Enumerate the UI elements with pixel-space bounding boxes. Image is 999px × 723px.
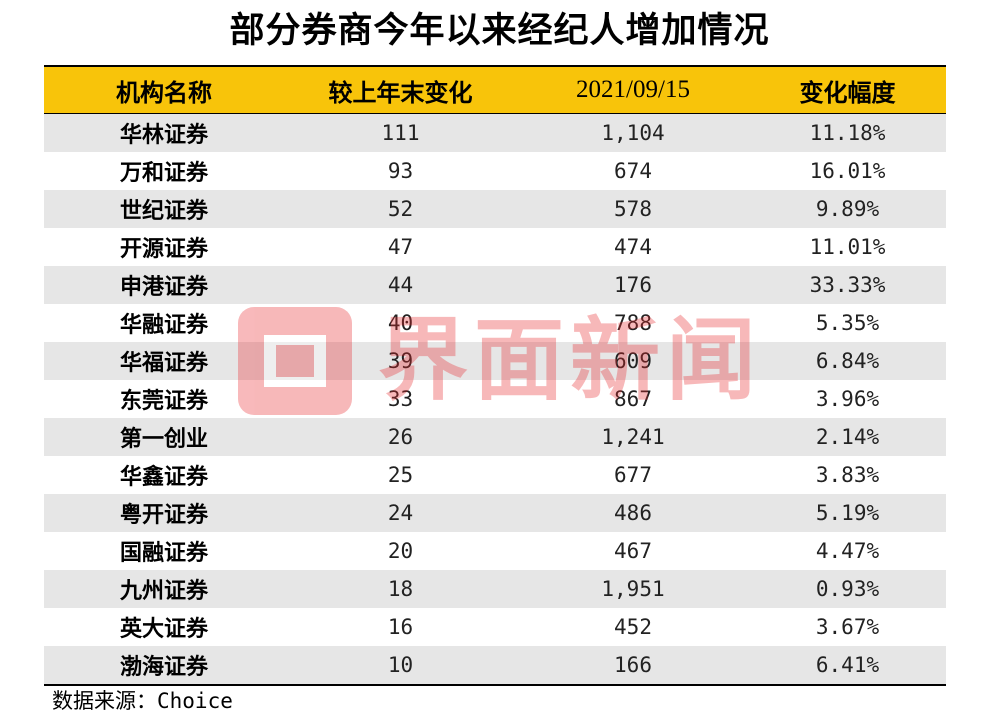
cell-count: 474 xyxy=(614,235,652,259)
cell-pct: 33.33% xyxy=(809,273,886,297)
cell-count: 788 xyxy=(614,311,652,335)
cell-change: 33 xyxy=(387,387,414,411)
table-row: 英大证券 16 452 3.67% xyxy=(44,608,946,646)
cell-institution: 粤开证券 xyxy=(119,503,208,528)
cell-count: 609 xyxy=(614,349,652,373)
header-change: 较上年末变化 xyxy=(328,78,473,107)
header-pct: 变化幅度 xyxy=(799,78,896,107)
cell-count: 452 xyxy=(614,615,652,639)
cell-institution: 华融证券 xyxy=(119,313,208,338)
cell-pct: 2.14% xyxy=(815,425,880,449)
cell-pct: 9.89% xyxy=(815,197,880,221)
table-row: 华福证券 39 609 6.84% xyxy=(44,342,946,380)
header-date: 2021/09/15 xyxy=(576,76,690,103)
cell-institution: 第一创业 xyxy=(119,427,208,452)
cell-institution: 开源证券 xyxy=(119,237,208,262)
cell-change: 39 xyxy=(387,349,414,373)
header-institution: 机构名称 xyxy=(116,78,212,107)
cell-institution: 华福证券 xyxy=(119,351,208,376)
cell-count: 1,104 xyxy=(601,121,665,145)
cell-change: 20 xyxy=(387,539,414,563)
table-row: 申港证券 44 176 33.33% xyxy=(44,266,946,304)
page-title: 部分券商今年以来经纪人增加情况 xyxy=(229,10,770,51)
table-row: 世纪证券 52 578 9.89% xyxy=(44,190,946,228)
cell-pct: 5.19% xyxy=(815,501,880,525)
table-row: 九州证券 18 1,951 0.93% xyxy=(44,570,946,608)
cell-count: 677 xyxy=(614,463,652,487)
table-body: 华林证券 111 1,104 11.18% 万和证券 93 674 16.01% 世纪证券 52 5… xyxy=(44,114,946,684)
cell-change: 26 xyxy=(387,425,414,449)
cell-pct: 11.01% xyxy=(809,235,886,259)
table-row: 东莞证券 33 867 3.96% xyxy=(44,380,946,418)
cell-change: 47 xyxy=(387,235,414,259)
cell-count: 1,951 xyxy=(601,577,665,601)
cell-change: 52 xyxy=(387,197,414,221)
cell-change: 44 xyxy=(387,273,414,297)
cell-pct: 11.18% xyxy=(809,121,886,145)
cell-pct: 4.47% xyxy=(815,539,880,563)
cell-pct: 6.84% xyxy=(815,349,880,373)
cell-pct: 6.41% xyxy=(815,653,880,677)
table-row: 粤开证券 24 486 5.19% xyxy=(44,494,946,532)
cell-change: 111 xyxy=(381,121,420,145)
cell-institution: 华鑫证券 xyxy=(119,465,208,490)
table-row: 渤海证券 10 166 6.41% xyxy=(44,646,946,684)
cell-change: 18 xyxy=(387,577,414,601)
cell-institution: 万和证券 xyxy=(119,161,208,186)
cell-count: 674 xyxy=(614,159,652,183)
table-row: 开源证券 47 474 11.01% xyxy=(44,228,946,266)
cell-pct: 0.93% xyxy=(815,577,880,601)
cell-institution: 东莞证券 xyxy=(119,389,208,414)
cell-change: 16 xyxy=(387,615,414,639)
table-row: 国融证券 20 467 4.47% xyxy=(44,532,946,570)
cell-institution: 华林证券 xyxy=(119,123,208,148)
cell-count: 176 xyxy=(614,273,652,297)
table-row: 万和证券 93 674 16.01% xyxy=(44,152,946,190)
cell-count: 867 xyxy=(614,387,652,411)
cell-pct: 3.83% xyxy=(815,463,880,487)
cell-count: 1,241 xyxy=(601,425,665,449)
source-note: 数据来源：Choice xyxy=(52,689,233,713)
cell-change: 25 xyxy=(387,463,414,487)
table-row: 华林证券 111 1,104 11.18% xyxy=(44,114,946,152)
broker-table: 机构名称 较上年末变化 2021/09/15 变化幅度 华林证券 111 1,104… xyxy=(44,65,946,686)
cell-count: 578 xyxy=(614,197,652,221)
cell-count: 166 xyxy=(614,653,652,677)
cell-pct: 5.35% xyxy=(815,311,880,335)
cell-institution: 世纪证券 xyxy=(119,199,208,224)
cell-institution: 渤海证券 xyxy=(119,655,208,680)
table-row: 华融证券 40 788 5.35% xyxy=(44,304,946,342)
cell-change: 93 xyxy=(387,159,414,183)
cell-count: 467 xyxy=(614,539,652,563)
cell-change: 10 xyxy=(387,653,414,677)
cell-change: 24 xyxy=(387,501,414,525)
cell-institution: 国融证券 xyxy=(119,541,208,566)
cell-pct: 3.96% xyxy=(815,387,880,411)
cell-count: 486 xyxy=(614,501,652,525)
table-row: 华鑫证券 25 677 3.83% xyxy=(44,456,946,494)
cell-change: 40 xyxy=(387,311,414,335)
table-row: 第一创业 26 1,241 2.14% xyxy=(44,418,946,456)
cell-institution: 申港证券 xyxy=(119,275,208,300)
cell-pct: 3.67% xyxy=(815,615,880,639)
table-header: 机构名称 较上年末变化 2021/09/15 变化幅度 xyxy=(44,67,946,114)
cell-institution: 英大证券 xyxy=(119,617,208,642)
cell-pct: 16.01% xyxy=(809,159,886,183)
cell-institution: 九州证券 xyxy=(119,579,208,604)
